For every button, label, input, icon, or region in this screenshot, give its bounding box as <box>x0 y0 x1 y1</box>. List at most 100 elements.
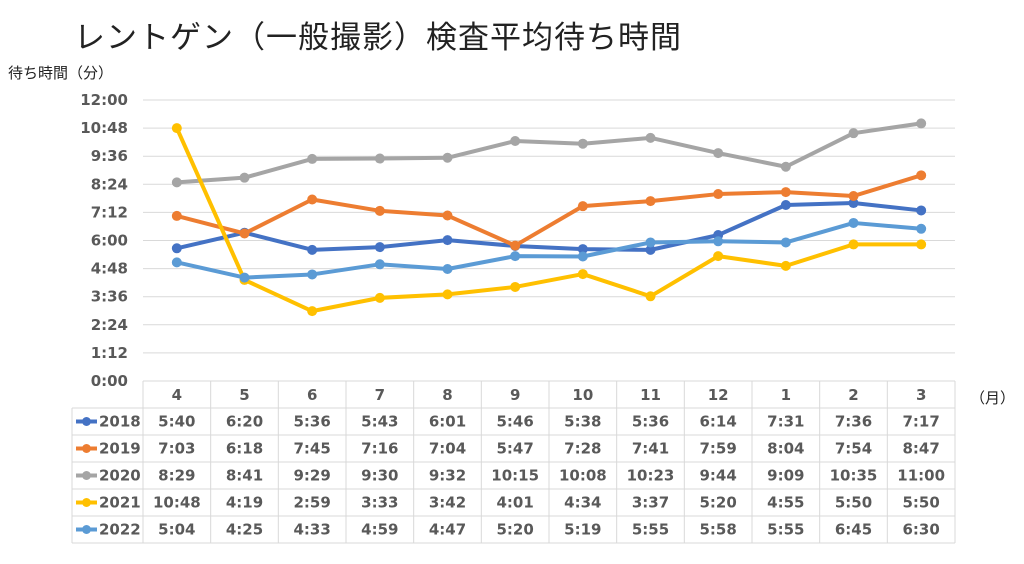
data-point <box>713 189 724 200</box>
data-point <box>374 153 385 164</box>
data-point <box>713 148 724 159</box>
data-point <box>645 196 656 207</box>
data-point <box>307 153 318 164</box>
data-point <box>916 239 927 250</box>
data-point <box>645 291 656 302</box>
data-point <box>577 251 588 262</box>
table-cell: 9:30 <box>361 467 398 485</box>
legend-key-marker <box>82 444 91 453</box>
table-cell: 6:30 <box>903 521 940 539</box>
y-tick-label: 1:12 <box>91 344 128 362</box>
data-point <box>171 243 182 254</box>
x-tick-label: 5 <box>239 386 249 404</box>
table-cell: 5:19 <box>564 521 601 539</box>
table-cell: 3:42 <box>429 494 466 512</box>
y-tick-label: 12:00 <box>80 91 128 109</box>
data-point <box>848 191 859 202</box>
table-cell: 10:48 <box>153 494 201 512</box>
legend-series-name: 2021 <box>99 494 141 512</box>
data-point <box>239 228 250 239</box>
data-point <box>442 152 453 163</box>
table-cell: 7:16 <box>361 440 398 458</box>
data-point <box>916 118 927 129</box>
data-point <box>374 242 385 253</box>
table-cell: 4:01 <box>497 494 534 512</box>
legend-series-name: 2018 <box>99 413 141 431</box>
data-point <box>307 269 318 280</box>
table-cell: 7:59 <box>700 440 737 458</box>
table-cell: 4:47 <box>429 521 466 539</box>
x-tick-label: 2 <box>848 386 858 404</box>
series-line <box>174 201 924 252</box>
table-cell: 8:41 <box>226 467 263 485</box>
data-point <box>848 128 859 139</box>
table-cell: 5:04 <box>158 521 195 539</box>
table-cell: 7:45 <box>294 440 331 458</box>
y-tick-label: 4:48 <box>91 260 128 278</box>
data-point <box>780 237 791 248</box>
table-cell: 4:25 <box>226 521 263 539</box>
table-cell: 2:59 <box>294 494 331 512</box>
table-cell: 10:08 <box>559 467 607 485</box>
data-point <box>780 161 791 172</box>
table-cell: 9:44 <box>700 467 737 485</box>
table-cell: 4:55 <box>767 494 804 512</box>
table-cell: 5:43 <box>361 413 398 431</box>
table-cell: 5:55 <box>632 521 669 539</box>
table-cell: 7:31 <box>767 413 804 431</box>
table-cell: 11:00 <box>897 467 945 485</box>
y-tick-label: 9:36 <box>91 147 128 165</box>
table-cell: 6:45 <box>835 521 872 539</box>
x-tick-label: 3 <box>916 386 926 404</box>
data-point <box>510 135 521 146</box>
table-cell: 5:36 <box>294 413 331 431</box>
data-point <box>645 132 656 143</box>
legend-key-marker <box>82 498 91 507</box>
table-cell: 3:37 <box>632 494 669 512</box>
data-point <box>171 257 182 268</box>
table-cell: 4:59 <box>361 521 398 539</box>
data-point <box>577 269 588 280</box>
legend-key-marker <box>82 525 91 534</box>
x-tick-label: 10 <box>572 386 593 404</box>
data-point <box>239 272 250 283</box>
table-cell: 10:35 <box>830 467 878 485</box>
y-tick-label: 3:36 <box>91 288 128 306</box>
data-point <box>307 194 318 205</box>
table-cell: 6:20 <box>226 413 263 431</box>
table-cell: 4:19 <box>226 494 263 512</box>
table-cell: 7:41 <box>632 440 669 458</box>
data-point <box>848 239 859 250</box>
data-point <box>239 172 250 183</box>
x-tick-label: 7 <box>375 386 385 404</box>
series-lines <box>171 118 927 317</box>
table-cell: 6:18 <box>226 440 263 458</box>
table-cell: 6:14 <box>700 413 737 431</box>
data-point <box>374 205 385 216</box>
data-point <box>916 205 927 216</box>
y-tick-label: 2:24 <box>91 316 128 334</box>
table-cell: 4:33 <box>294 521 331 539</box>
y-axis-label: 待ち時間（分） <box>8 64 114 82</box>
data-point <box>442 263 453 274</box>
x-tick-label: 12 <box>708 386 729 404</box>
x-tick-label: 11 <box>640 386 661 404</box>
table-cell: 9:09 <box>767 467 804 485</box>
data-point <box>510 251 521 262</box>
table-cell: 5:47 <box>497 440 534 458</box>
table-cell: 7:54 <box>835 440 872 458</box>
x-tick-label: 1 <box>781 386 791 404</box>
data-point <box>374 292 385 303</box>
data-point <box>577 244 588 255</box>
table-cell: 8:47 <box>903 440 940 458</box>
chart-title: レントゲン（一般撮影）検査平均待ち時間 <box>74 20 682 56</box>
data-point <box>510 281 521 292</box>
table-cell: 8:04 <box>767 440 804 458</box>
data-point <box>780 260 791 271</box>
data-point <box>713 236 724 247</box>
data-point <box>374 259 385 270</box>
table-cell: 5:58 <box>700 521 737 539</box>
data-point <box>442 289 453 300</box>
